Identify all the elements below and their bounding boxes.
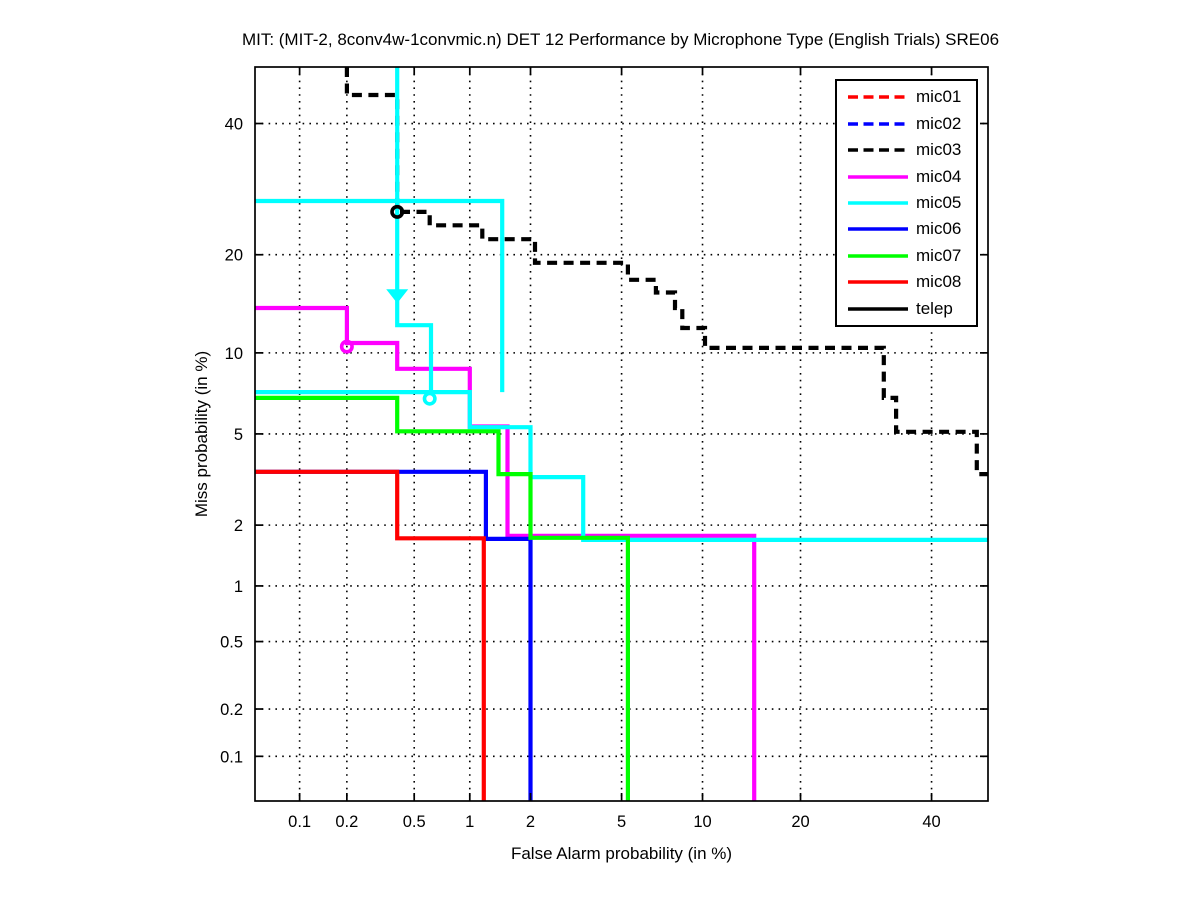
y-axis-label: Miss probability (in %)	[192, 350, 211, 518]
legend-item-mic06: mic06	[847, 217, 976, 241]
marker-circle-mic05	[422, 391, 437, 406]
legend-label-mic04: mic04	[916, 166, 962, 186]
legend-line-sample-mic04	[848, 174, 908, 179]
operating-point-markers	[339, 204, 437, 406]
legend-label-mic08: mic08	[916, 272, 962, 292]
det-curve-mic05-seg3	[255, 390, 988, 542]
x-tick-label-0.1: 0.1	[288, 813, 311, 831]
y-tick-label-0.2: 0.2	[220, 701, 243, 719]
legend-line-sample-mic05	[848, 201, 908, 205]
legend-item-mic04: mic04	[847, 165, 976, 189]
det-curve-mic05-seg2	[395, 67, 434, 393]
y-tick-label-2: 2	[234, 517, 243, 535]
det-curve-mic08	[255, 469, 486, 801]
marker-triangle-down-mic05	[386, 289, 409, 304]
legend-label-mic06: mic06	[916, 219, 962, 239]
det-curve-mic06	[255, 469, 533, 801]
y-tick-label-20: 20	[225, 247, 243, 265]
tick-labels: 0.1 0.2 0.5 1 2 5 10 20 40 0.1 0.2 0.5 1 2 5 10 20 40	[220, 116, 941, 831]
legend-label-mic01: mic01	[916, 87, 962, 107]
legend-line-sample-mic08	[848, 280, 908, 285]
x-tick-label-1: 1	[465, 813, 474, 831]
x-tick-label-10: 10	[693, 813, 711, 831]
y-tick-label-5: 5	[234, 426, 243, 444]
legend-item-mic08: mic08	[847, 270, 976, 294]
y-tick-label-1: 1	[234, 578, 243, 596]
x-tick-label-40: 40	[922, 813, 940, 831]
det-curve-mic07	[255, 395, 630, 801]
y-tick-label-0.1: 0.1	[220, 748, 243, 766]
legend-line-sample-mic02	[848, 121, 908, 126]
legend-label-telep: telep	[916, 298, 953, 318]
legend-label-mic07: mic07	[916, 245, 962, 265]
y-tick-label-40: 40	[225, 116, 243, 134]
legend-item-mic02: mic02	[847, 112, 976, 136]
x-axis-label: False Alarm probability (in %)	[510, 844, 733, 863]
x-tick-label-0.2: 0.2	[335, 813, 358, 831]
x-tick-label-20: 20	[791, 813, 809, 831]
y-tick-label-0.5: 0.5	[220, 634, 243, 652]
legend-line-sample-mic06	[848, 227, 908, 232]
legend-line-sample-mic07	[848, 254, 908, 258]
legend-line-sample-telep	[848, 306, 908, 311]
plot-title: MIT: (MIT-2, 8conv4w-1convmic.n) DET 12 …	[241, 30, 1000, 49]
legend-line-sample-mic03	[848, 148, 908, 152]
marker-circle-mic04	[339, 339, 354, 354]
det-curve-mic03	[344, 67, 988, 477]
legend-item-telep: telep	[847, 297, 976, 321]
x-tick-label-5: 5	[617, 813, 626, 831]
legend-item-mic03: mic03	[847, 138, 976, 162]
y-tick-label-10: 10	[225, 345, 243, 363]
legend-item-mic07: mic07	[847, 244, 976, 268]
marker-circle-mic03	[390, 204, 405, 219]
legend-label-mic05: mic05	[916, 192, 962, 212]
det-curves	[255, 67, 988, 801]
x-tick-label-0.5: 0.5	[403, 813, 426, 831]
legend-label-mic03: mic03	[916, 140, 962, 160]
det-curve-mic04	[255, 305, 757, 801]
axis-ticks	[255, 67, 988, 801]
det-curve-mic05-seg1	[255, 198, 505, 393]
x-tick-label-2: 2	[526, 813, 535, 831]
legend-item-mic05: mic05	[847, 191, 976, 215]
legend-line-sample-mic01	[848, 95, 908, 100]
legend-item-mic01: mic01	[847, 85, 976, 109]
legend-label-mic02: mic02	[916, 113, 962, 133]
legend: mic01 mic02 mic03 mic04 mic05 mic06 mic07 mic08…	[835, 79, 978, 327]
